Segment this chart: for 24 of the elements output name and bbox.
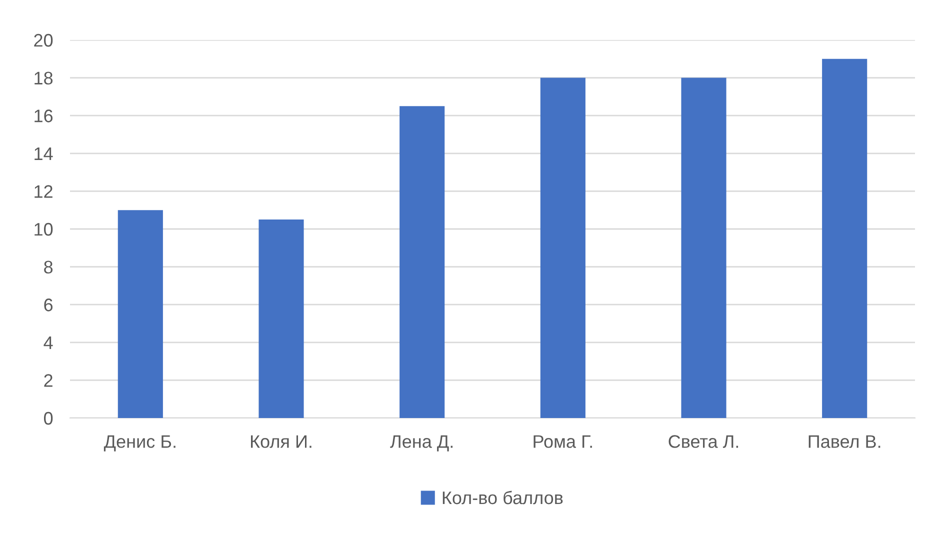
bar (540, 78, 586, 418)
y-tick-label: 4 (44, 336, 53, 349)
y-tick-label: 16 (34, 110, 53, 122)
bar (681, 78, 726, 418)
y-tick-label: 12 (34, 185, 52, 198)
x-tick-label: Денис Б. (104, 435, 176, 452)
y-tick-label: 14 (34, 148, 53, 160)
y-tick-label: 0 (44, 412, 53, 425)
y-tick-label: 18 (34, 72, 53, 85)
bar (258, 220, 304, 418)
x-tick-label: Света Л. (668, 435, 738, 448)
x-tick-label: Павел В. (808, 435, 880, 448)
y-tick-label: 20 (34, 34, 53, 47)
y-tick-label: 8 (44, 260, 53, 274)
bar (822, 58, 868, 418)
bar (400, 106, 445, 418)
y-tick-label: 6 (44, 298, 53, 312)
bar (118, 210, 163, 418)
x-tick-label: Лена Д. (390, 435, 453, 452)
y-tick-label: 2 (44, 374, 52, 387)
x-tick-label: Рома Г. (534, 435, 592, 448)
legend-label: Кол-во баллов (442, 490, 563, 504)
y-tick-label: 10 (34, 222, 53, 236)
x-tick-label: Коля И. (250, 435, 312, 448)
